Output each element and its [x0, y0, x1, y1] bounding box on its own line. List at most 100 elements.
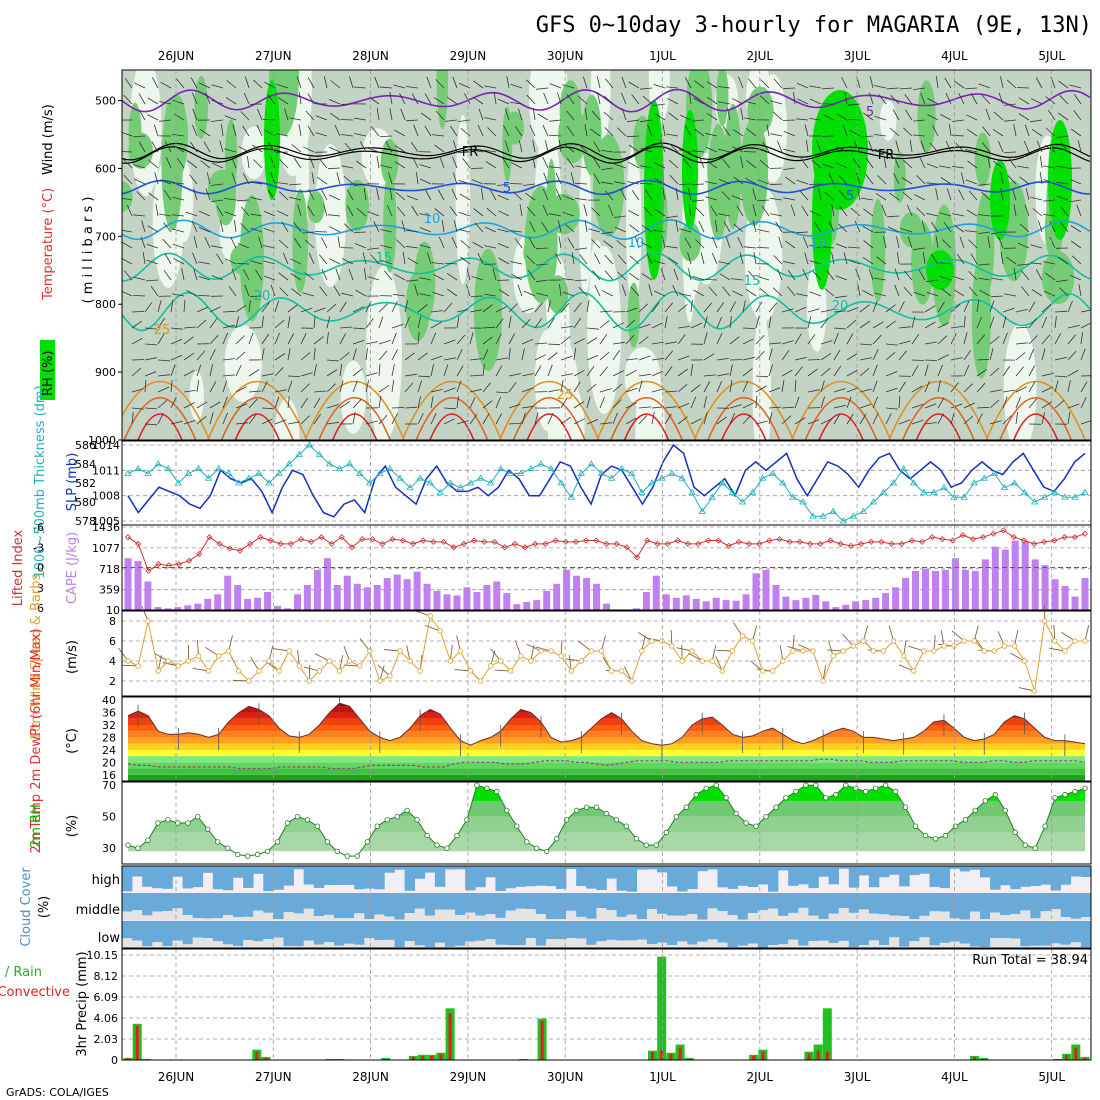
cloud-bar [687, 893, 698, 915]
cloud-gap [293, 913, 304, 920]
wind-barb [621, 284, 627, 297]
wind-speed-point [397, 648, 403, 654]
wind-barb [334, 124, 341, 137]
cloud-bar [1040, 866, 1051, 885]
li-point [766, 537, 773, 544]
wind-speed-point [467, 668, 474, 674]
wind-speed-point [578, 658, 584, 664]
wind-barb [566, 157, 575, 169]
wind-barb [303, 146, 315, 153]
wind-barb [706, 96, 718, 105]
wind-barb [548, 134, 562, 137]
wind-barb [990, 295, 1004, 298]
thickness-point [456, 483, 465, 491]
wind-barb [820, 418, 832, 425]
wind-barb [510, 83, 523, 89]
wind-barb [261, 302, 270, 313]
cloud-gap [424, 915, 436, 920]
li-point [348, 544, 356, 551]
wind-barb [898, 301, 905, 313]
cape-bar [174, 607, 182, 610]
wind-speed-point [266, 658, 272, 664]
wind-barb [157, 333, 165, 345]
wind-barb [793, 92, 796, 105]
wind-barb [430, 321, 442, 329]
wind-barb [1054, 316, 1057, 329]
cape-bar [822, 601, 830, 610]
li-point [287, 540, 294, 547]
cloud-gap [596, 941, 607, 948]
cloud-bar [980, 893, 991, 920]
cloud-bar [990, 921, 1001, 938]
wind-barb [924, 422, 937, 425]
thickness-point [990, 469, 999, 476]
wind-barb [575, 165, 588, 169]
rh-moist-patch [166, 95, 188, 179]
temp2m-units: (°C) [65, 728, 80, 754]
cloud-bar [969, 866, 981, 870]
cape-bar [792, 600, 800, 610]
wind-barb [211, 183, 224, 186]
wind-barb [216, 205, 224, 217]
wind-barb [570, 172, 575, 185]
wind-barb [493, 92, 497, 105]
wind-barb [131, 407, 144, 410]
wind-barb [547, 352, 558, 361]
wind-barb [151, 141, 159, 153]
wind-barb [211, 199, 224, 202]
wind-barb [982, 142, 991, 153]
wind-barb [1070, 240, 1082, 249]
cloud-bar [434, 893, 446, 910]
wind-barb [487, 127, 497, 137]
cloud-gap [707, 939, 718, 948]
wind-barb [664, 406, 677, 409]
rh2m-tick-label: 50 [102, 811, 116, 824]
wind-barb [651, 406, 664, 409]
contour-label: 5 [846, 189, 854, 204]
cloud-bar [808, 893, 819, 916]
wind-barb [584, 220, 588, 233]
cloud-bar [142, 866, 153, 887]
wind-barb [521, 348, 525, 361]
wind-barb [443, 339, 456, 345]
cloud-gap [566, 910, 577, 920]
wind-speed-point [810, 648, 816, 654]
wind-speed-point [608, 668, 615, 674]
cape-bar [503, 593, 511, 610]
wind-barb [872, 300, 878, 313]
li-point [1081, 530, 1089, 537]
wind-barb [742, 402, 754, 409]
cloud-gap [263, 912, 274, 920]
wind-barb [486, 207, 497, 217]
wind-barb [183, 336, 194, 345]
rh-point [992, 791, 998, 798]
thickness-point [1071, 493, 1079, 500]
wind-barb [797, 98, 809, 105]
wind-barb [718, 178, 731, 185]
rh-point [384, 817, 390, 823]
wind-barb [902, 159, 913, 169]
wind-speed-point [377, 678, 383, 684]
cloud-bar [868, 893, 880, 914]
cloud-bar [354, 921, 365, 945]
cloud-gap [455, 915, 466, 920]
rh-saturated-patch [926, 250, 954, 290]
rh-point [364, 839, 370, 845]
wind-barb [930, 221, 939, 233]
wind-barb [617, 254, 627, 265]
wind-barb [279, 287, 289, 297]
cloud-gap [677, 941, 688, 948]
temp2m-frame [121, 696, 1092, 782]
cloud-gap [667, 915, 678, 920]
top-date-label: 4JUL [941, 49, 968, 63]
thickness-point [436, 488, 444, 495]
wind-barb [235, 304, 247, 313]
wind-barb [1058, 112, 1069, 121]
wind-barb [313, 390, 327, 393]
cloud-bar [263, 893, 274, 913]
wind-barb [1013, 204, 1017, 217]
rh-point [843, 782, 849, 788]
wind-barb [122, 258, 133, 265]
wind-barb [782, 119, 796, 121]
wind-barb [898, 350, 908, 361]
